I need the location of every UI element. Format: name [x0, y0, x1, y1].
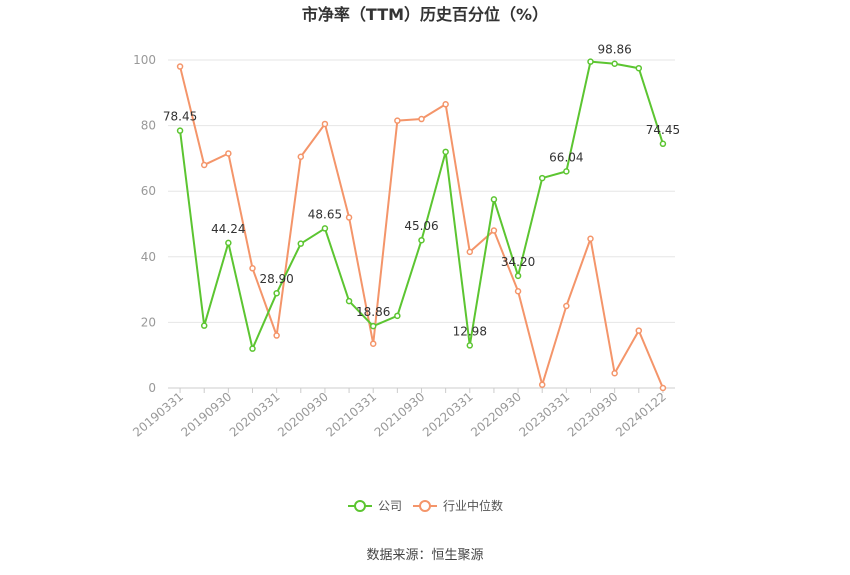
data-point-company — [659, 140, 667, 148]
data-point-company — [345, 297, 353, 305]
data-label-company: 18.86 — [356, 305, 390, 319]
data-point-company — [273, 289, 280, 297]
y-tick-label: 0 — [148, 381, 156, 395]
data-point-industry-median — [611, 369, 618, 377]
legend-label-company: 公司 — [378, 499, 402, 513]
x-tick-label: 20220331 — [420, 390, 476, 440]
legend-marker-industry-median — [419, 500, 431, 512]
x-tick-label: 20190331 — [130, 390, 186, 440]
data-source-note: 数据来源：恒生聚源 — [366, 548, 483, 563]
data-point-company — [611, 60, 618, 67]
data-point-company — [176, 127, 184, 134]
axes: 0 20 40 60 80 100 2019033120190930202003312020… — [130, 53, 675, 440]
data-point-industry-median — [249, 265, 256, 272]
y-tick-label: 60 — [141, 184, 156, 198]
x-tick-label: 20230331 — [516, 390, 572, 440]
x-tick-label: 20210331 — [323, 390, 379, 440]
data-point-company — [466, 342, 474, 349]
y-tick-label: 40 — [141, 250, 156, 264]
data-label-company: 28.90 — [259, 272, 293, 286]
data-point-industry-median — [418, 115, 425, 123]
data-point-industry-median — [490, 227, 498, 234]
data-point-industry-median — [659, 384, 667, 392]
data-point-company — [249, 345, 256, 352]
chart-title: 市净率（TTM）历史百分位（%） — [302, 5, 548, 24]
data-point-industry-median — [176, 63, 184, 70]
data-label-company: 48.65 — [308, 207, 342, 221]
legend-marker-company — [354, 500, 366, 512]
data-label-company: 44.24 — [211, 222, 245, 236]
data-point-industry-median — [369, 340, 377, 347]
data-point-company — [369, 322, 377, 330]
data-point-industry-median — [345, 214, 353, 221]
x-tick-label: 20220930 — [468, 390, 524, 440]
data-label-company: 12.98 — [453, 324, 487, 338]
data-label-company: 78.45 — [163, 110, 197, 124]
data-point-industry-median — [297, 153, 305, 161]
data-point-company — [394, 312, 401, 320]
data-point-industry-median — [225, 150, 232, 157]
data-point-company — [297, 240, 305, 247]
data-label-company: 66.04 — [549, 150, 583, 164]
data-label-company: 34.20 — [501, 255, 535, 269]
x-tick-label: 20190930 — [178, 390, 234, 440]
data-label-company: 98.86 — [597, 43, 631, 57]
legend-label-industry-median: 行业中位数 — [443, 498, 503, 513]
legend-item-industry-median[interactable]: 行业中位数 — [413, 498, 503, 513]
data-label-company: 45.06 — [404, 219, 438, 233]
data-point-industry-median — [514, 287, 522, 295]
data-point-industry-median — [466, 248, 474, 256]
series-lines — [176, 58, 667, 392]
grid — [168, 59, 675, 323]
data-point-industry-median — [538, 381, 546, 388]
data-point-industry-median — [563, 302, 570, 310]
data-point-company — [442, 148, 449, 156]
data-point-company — [514, 272, 522, 280]
data-labels: 78.45 44.24 28.90 48.65 18.86 45.06 12.98 34.20… — [163, 43, 680, 339]
x-tick-label: 20240122 — [613, 390, 669, 440]
x-tick-label: 20230930 — [565, 390, 621, 440]
data-point-company — [587, 58, 594, 65]
series-line-company — [179, 60, 664, 350]
data-point-company — [490, 196, 498, 203]
data-point-industry-median — [635, 327, 643, 334]
x-tick-label: 20200331 — [227, 390, 283, 440]
data-point-company — [200, 322, 208, 329]
data-point-industry-median — [273, 332, 280, 339]
data-point-industry-median — [200, 161, 208, 169]
data-point-company — [538, 174, 546, 182]
data-point-company — [225, 239, 232, 247]
y-tick-label: 20 — [141, 315, 156, 329]
data-point-industry-median — [442, 101, 449, 108]
data-point-company — [418, 236, 425, 244]
data-point-industry-median — [321, 120, 329, 128]
y-tick-label: 80 — [141, 119, 156, 133]
data-point-industry-median — [394, 117, 401, 124]
legend-item-company[interactable]: 公司 — [348, 499, 402, 513]
data-label-company: 74.45 — [646, 123, 680, 137]
data-point-company — [635, 64, 643, 72]
x-tick-label: 20200930 — [275, 390, 331, 440]
data-point-company — [321, 225, 329, 232]
x-tick-label: 20210930 — [372, 390, 428, 440]
data-point-company — [563, 168, 570, 175]
data-point-industry-median — [587, 235, 594, 243]
legend[interactable]: 公司 行业中位数 — [348, 498, 503, 513]
y-tick-label: 100 — [133, 53, 156, 67]
